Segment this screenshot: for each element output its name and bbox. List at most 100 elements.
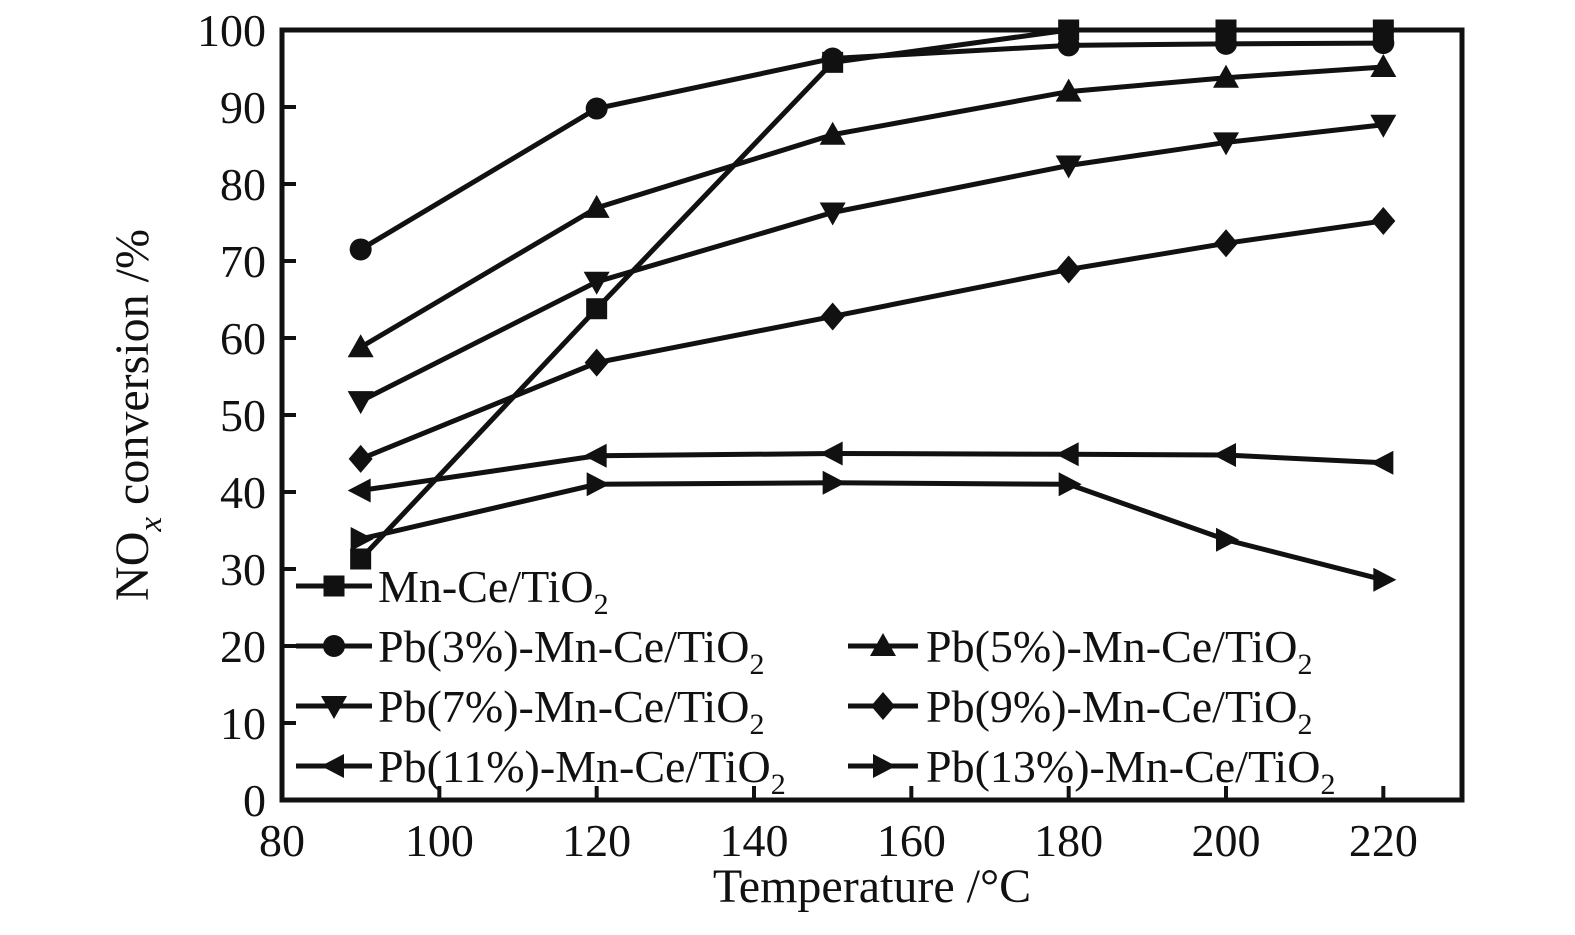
y-tick-label: 90	[220, 82, 266, 133]
triangle-left-marker	[583, 443, 607, 468]
legend-label: Pb(3%)-Mn-Ce/TiO2	[378, 621, 764, 681]
legend-item-Pb-11-Mn-Ce-TiO2: Pb(11%)-Mn-Ce/TiO2	[296, 741, 786, 801]
legend-item-Pb-3-Mn-Ce-TiO2: Pb(3%)-Mn-Ce/TiO2	[296, 621, 764, 681]
y-tick-label: 0	[243, 775, 266, 826]
triangle-right-marker	[822, 470, 846, 495]
x-tick-label: 180	[1034, 815, 1103, 866]
triangle-down-marker	[1370, 114, 1397, 138]
square-marker	[1058, 19, 1080, 41]
series-Pb-3-Mn-Ce-TiO2	[349, 32, 1395, 261]
square-marker	[350, 548, 372, 570]
y-tick-label: 100	[197, 5, 266, 56]
triangle-right-marker	[586, 472, 610, 497]
x-axis-title: Temperature /°C	[713, 860, 1031, 913]
series-line	[359, 122, 1384, 404]
y-axis-title: NOx conversion /%	[106, 229, 169, 601]
legend-label: Pb(9%)-Mn-Ce/TiO2	[926, 681, 1312, 741]
triangle-up-marker	[583, 194, 610, 218]
triangle-left-marker	[1213, 443, 1236, 468]
diamond-marker	[1056, 255, 1081, 284]
y-tick-label: 50	[220, 390, 266, 441]
series-Pb-5-Mn-Ce-TiO2	[347, 53, 1397, 358]
legend-item-Pb-13-Mn-Ce-TiO2: Pb(13%)-Mn-Ce/TiO2	[848, 741, 1335, 801]
series-Pb-9-Mn-Ce-TiO2	[348, 206, 1396, 473]
triangle-down-marker	[819, 202, 846, 226]
triangle-down-marker	[1055, 155, 1082, 179]
circle-marker	[349, 238, 372, 261]
x-tick-label: 140	[720, 815, 789, 866]
series-line	[360, 450, 1384, 493]
series-line	[360, 480, 1384, 583]
diamond-marker	[584, 348, 609, 377]
legend-label: Pb(5%)-Mn-Ce/TiO2	[926, 621, 1312, 681]
legend-label: Mn-Ce/TiO2	[378, 561, 609, 621]
legend-item-Pb-7-Mn-Ce-TiO2: Pb(7%)-Mn-Ce/TiO2	[296, 681, 764, 741]
series-line	[359, 40, 1384, 252]
x-tick-label: 160	[877, 815, 946, 866]
y-tick-label: 60	[220, 313, 266, 364]
y-tick-label: 40	[220, 467, 266, 518]
legend-label: Pb(7%)-Mn-Ce/TiO2	[378, 681, 764, 741]
y-axis-title-text: NOx conversion /%	[106, 229, 169, 601]
triangle-left-marker	[347, 478, 371, 503]
triangle-left-marker	[1055, 442, 1079, 467]
square-marker	[586, 298, 608, 320]
legend-item-Pb-5-Mn-Ce-TiO2: Pb(5%)-Mn-Ce/TiO2	[848, 621, 1312, 681]
axes: 80 100 120 140 160 180 200 220 0 10 20 30 40 50 60 70 80…	[197, 5, 1465, 866]
triangle-up-marker	[1370, 53, 1397, 77]
y-tick-label: 80	[220, 159, 266, 210]
triangle-up-marker	[347, 334, 374, 358]
square-marker	[323, 575, 345, 597]
legend-item-Mn-Ce-TiO2: Mn-Ce/TiO2	[296, 561, 609, 621]
circle-marker	[821, 47, 844, 70]
x-tick-label: 100	[405, 815, 474, 866]
triangle-right-marker	[350, 526, 374, 551]
triangle-up-marker	[1213, 64, 1239, 88]
triangle-up-marker	[819, 121, 846, 145]
x-tick-label: 80	[259, 815, 305, 866]
diamond-marker	[871, 692, 895, 720]
triangle-right-marker	[873, 754, 896, 778]
series-Pb-13-Mn-Ce-TiO2	[350, 470, 1397, 592]
x-tick-label: 120	[562, 815, 631, 866]
triangle-down-marker	[583, 271, 610, 295]
triangle-down-marker	[321, 696, 347, 719]
legend-label: Pb(11%)-Mn-Ce/TiO2	[378, 741, 786, 801]
y-tick-label: 20	[220, 621, 266, 672]
circle-marker	[323, 635, 345, 657]
y-tick-label: 70	[220, 236, 266, 287]
triangle-right-marker	[1058, 472, 1082, 497]
y-tick-label: 10	[220, 698, 266, 749]
legend-item-Pb-9-Mn-Ce-TiO2: Pb(9%)-Mn-Ce/TiO2	[848, 681, 1312, 741]
y-tick-label: 30	[220, 544, 266, 595]
series-layer	[347, 19, 1397, 592]
legend-label: Pb(13%)-Mn-Ce/TiO2	[926, 741, 1335, 801]
circle-marker	[1372, 32, 1395, 55]
triangle-left-marker	[819, 441, 843, 466]
diamond-marker	[348, 444, 373, 473]
x-tick-label: 200	[1192, 815, 1261, 866]
triangle-up-marker	[870, 633, 896, 656]
diamond-marker	[820, 302, 845, 331]
circle-marker	[1215, 32, 1237, 55]
series-line	[359, 64, 1384, 350]
triangle-right-marker	[1216, 527, 1239, 552]
triangle-up-marker	[1055, 78, 1082, 102]
triangle-down-marker	[1213, 132, 1239, 156]
x-tick-label: 220	[1349, 815, 1418, 866]
triangle-right-marker	[1373, 567, 1397, 592]
diamond-marker	[1371, 206, 1396, 235]
triangle-down-marker	[347, 391, 374, 415]
series-line	[358, 27, 1384, 561]
series-Pb-11-Mn-Ce-TiO2	[347, 441, 1394, 503]
triangle-left-marker	[321, 754, 344, 778]
series-Mn-Ce-TiO2	[350, 19, 1394, 570]
diamond-marker	[1214, 229, 1238, 258]
series-line	[359, 218, 1384, 462]
circle-marker	[1057, 34, 1080, 57]
series-Pb-7-Mn-Ce-TiO2	[347, 114, 1397, 415]
triangle-left-marker	[1370, 450, 1394, 475]
